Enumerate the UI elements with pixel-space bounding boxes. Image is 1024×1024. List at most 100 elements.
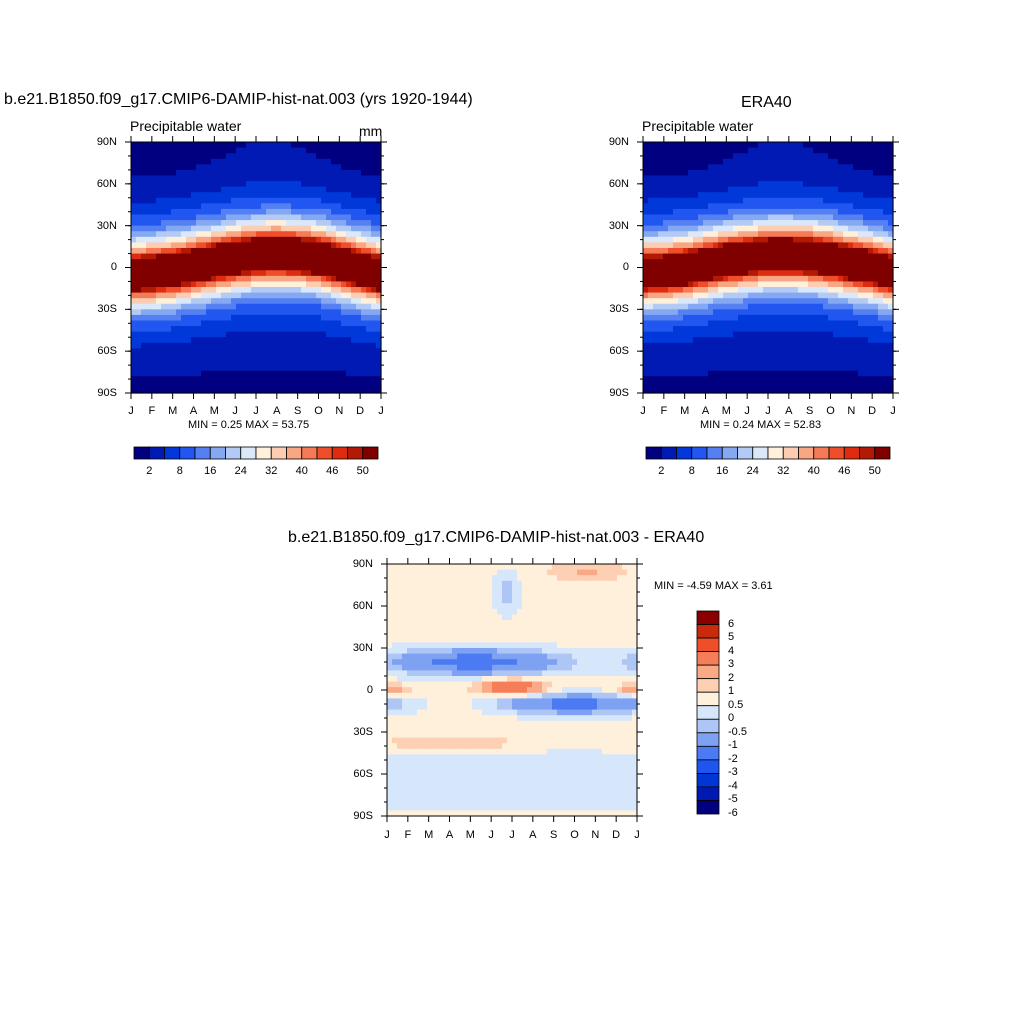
heatmap-cell bbox=[301, 370, 307, 377]
heatmap-cell bbox=[668, 253, 674, 260]
heatmap-cell bbox=[813, 158, 819, 165]
heatmap-cell bbox=[181, 365, 187, 372]
heatmap-cell bbox=[301, 242, 307, 249]
heatmap-cell bbox=[773, 208, 779, 216]
heatmap-cell bbox=[321, 287, 327, 294]
heatmap-cell bbox=[643, 287, 649, 294]
heatmap-cell bbox=[301, 264, 307, 271]
heatmap-cell bbox=[131, 197, 137, 204]
heatmap-cell bbox=[763, 275, 769, 283]
heatmap-cell bbox=[718, 259, 724, 266]
heatmap-cell bbox=[246, 353, 252, 361]
heatmap-cell bbox=[201, 181, 207, 188]
heatmap-cell bbox=[658, 231, 664, 238]
heatmap-cell bbox=[236, 331, 242, 338]
heatmap-cell bbox=[211, 164, 217, 171]
y-tick-label: 30S bbox=[97, 303, 117, 315]
heatmap-cell bbox=[648, 376, 654, 383]
heatmap-cell bbox=[828, 287, 834, 294]
heatmap-cell bbox=[863, 192, 869, 199]
heatmap-cell bbox=[733, 303, 739, 310]
heatmap-cell bbox=[713, 320, 719, 327]
heatmap-cell bbox=[221, 381, 227, 389]
heatmap-cell bbox=[146, 270, 152, 277]
heatmap-cell bbox=[371, 342, 377, 349]
heatmap-cell bbox=[883, 247, 889, 255]
heatmap-cell bbox=[863, 242, 869, 249]
heatmap-cell bbox=[688, 353, 694, 361]
heatmap-cell bbox=[301, 303, 307, 310]
heatmap-cell bbox=[136, 192, 142, 199]
heatmap-cell bbox=[286, 242, 292, 249]
heatmap-cell bbox=[221, 264, 227, 271]
heatmap-cell bbox=[326, 320, 332, 327]
heatmap-cell bbox=[201, 186, 207, 193]
heatmap-cell bbox=[376, 287, 382, 294]
heatmap-cell bbox=[221, 158, 227, 165]
heatmap-cell bbox=[276, 236, 282, 243]
heatmap-cell bbox=[171, 186, 177, 193]
heatmap-cell bbox=[356, 387, 362, 394]
heatmap-cell bbox=[673, 192, 679, 199]
heatmap-cell bbox=[833, 147, 839, 154]
heatmap-cell bbox=[141, 331, 147, 338]
heatmap-cell bbox=[336, 247, 342, 255]
heatmap-cell bbox=[226, 342, 232, 349]
heatmap-cell bbox=[366, 381, 372, 389]
heatmap-cell bbox=[271, 208, 277, 216]
heatmap-cell bbox=[351, 275, 357, 283]
heatmap-cell bbox=[743, 147, 749, 154]
heatmap-cell bbox=[226, 242, 232, 249]
heatmap-cell bbox=[256, 147, 262, 154]
heatmap-cell bbox=[171, 370, 177, 377]
heatmap-cell bbox=[371, 365, 377, 372]
heatmap-cell bbox=[803, 247, 809, 255]
heatmap-cell bbox=[241, 320, 247, 327]
heatmap-cell bbox=[131, 387, 137, 394]
heatmap-cell bbox=[397, 575, 403, 582]
heatmap-cell bbox=[301, 181, 307, 188]
heatmap-cell bbox=[331, 169, 337, 177]
heatmap-cell bbox=[306, 181, 312, 188]
heatmap-cell bbox=[758, 214, 764, 221]
heatmap-cell bbox=[196, 292, 202, 299]
heatmap-cell bbox=[878, 376, 884, 383]
heatmap-cell bbox=[668, 231, 674, 238]
heatmap-cell bbox=[236, 303, 242, 310]
heatmap-cell bbox=[151, 175, 157, 182]
heatmap-cell bbox=[648, 186, 654, 193]
heatmap-cell bbox=[151, 142, 157, 149]
heatmap-cell bbox=[211, 153, 217, 160]
heatmap-cell bbox=[226, 337, 232, 344]
heatmap-cell bbox=[331, 342, 337, 349]
heatmap-cell bbox=[883, 342, 889, 349]
heatmap-cell bbox=[201, 247, 207, 255]
panel2-subtitle: Precipitable water bbox=[642, 118, 754, 134]
heatmap-cell bbox=[853, 381, 859, 389]
heatmap-cell bbox=[668, 381, 674, 389]
heatmap-cell bbox=[231, 203, 237, 210]
heatmap-cell bbox=[678, 348, 684, 355]
heatmap-cell bbox=[166, 242, 172, 249]
heatmap-cell bbox=[683, 281, 689, 288]
heatmap-cell bbox=[186, 247, 192, 255]
heatmap-cell bbox=[763, 259, 769, 266]
heatmap-cell bbox=[131, 326, 137, 333]
heatmap-cell bbox=[678, 208, 684, 216]
heatmap-cell bbox=[653, 309, 659, 316]
heatmap-cell bbox=[713, 197, 719, 204]
heatmap-cell bbox=[813, 164, 819, 171]
heatmap-cell bbox=[853, 142, 859, 149]
heatmap-cell bbox=[833, 203, 839, 210]
heatmap-cell bbox=[141, 359, 147, 366]
heatmap-cell bbox=[361, 365, 367, 372]
heatmap-cell bbox=[738, 275, 744, 283]
heatmap-cell bbox=[743, 387, 749, 394]
heatmap-cell bbox=[361, 320, 367, 327]
heatmap-cell bbox=[778, 309, 784, 316]
heatmap-cell bbox=[562, 569, 568, 576]
heatmap-cell bbox=[216, 353, 222, 361]
heatmap-cell bbox=[552, 564, 558, 571]
heatmap-cell bbox=[738, 303, 744, 310]
heatmap-cell bbox=[412, 575, 418, 582]
